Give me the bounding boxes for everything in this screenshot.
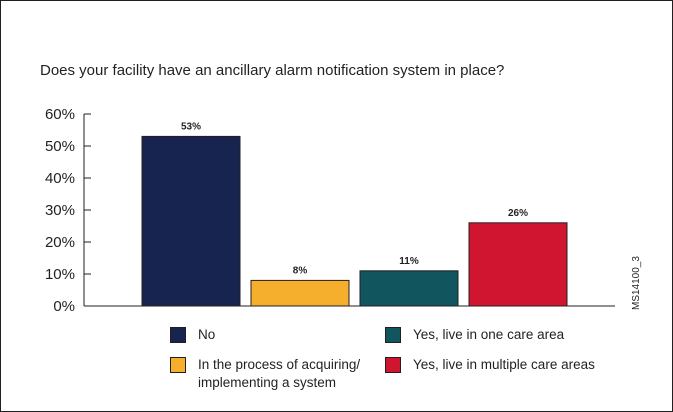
bar-value-label: 8% xyxy=(293,265,308,276)
bar xyxy=(468,222,568,307)
legend-item-one-area: Yes, live in one care area xyxy=(385,326,564,344)
y-tick-label: 60% xyxy=(45,106,75,123)
legend-swatch-one-area xyxy=(385,327,401,343)
legend-item-acquiring: In the process of acquiring/ implementin… xyxy=(170,356,360,392)
data-labels: 53% 8% 11% 26% xyxy=(181,121,528,276)
legend-swatch-multiple-areas xyxy=(385,357,401,373)
y-tick-label: 30% xyxy=(45,202,75,219)
y-tick-label: 10% xyxy=(45,266,75,283)
y-tick-label: 20% xyxy=(45,234,75,251)
figure-code: MS14100_3 xyxy=(631,256,642,310)
legend-label-acquiring: In the process of acquiring/ implementin… xyxy=(198,357,361,390)
y-tick-label: 50% xyxy=(45,138,75,155)
legend-label-one-area: Yes, live in one care area xyxy=(413,327,565,342)
chart-title: Does your facility have an ancillary ala… xyxy=(40,62,505,79)
bar xyxy=(359,270,459,307)
y-tick-label: 0% xyxy=(53,298,75,315)
legend-item-no: No xyxy=(170,326,215,344)
legend-label-multiple-areas: Yes, live in multiple care areas xyxy=(413,357,595,372)
bar-value-label: 11% xyxy=(399,256,419,267)
bar xyxy=(141,135,241,307)
y-tick-label: 40% xyxy=(45,170,75,187)
bar-value-label: 53% xyxy=(181,121,201,132)
legend-item-multiple-areas: Yes, live in multiple care areas xyxy=(385,356,595,374)
bars xyxy=(141,135,568,307)
bar-value-label: 26% xyxy=(508,208,528,219)
bar xyxy=(250,279,350,307)
legend-swatch-no xyxy=(170,327,186,343)
legend-swatch-acquiring xyxy=(170,357,186,373)
legend-label-no: No xyxy=(198,327,216,342)
